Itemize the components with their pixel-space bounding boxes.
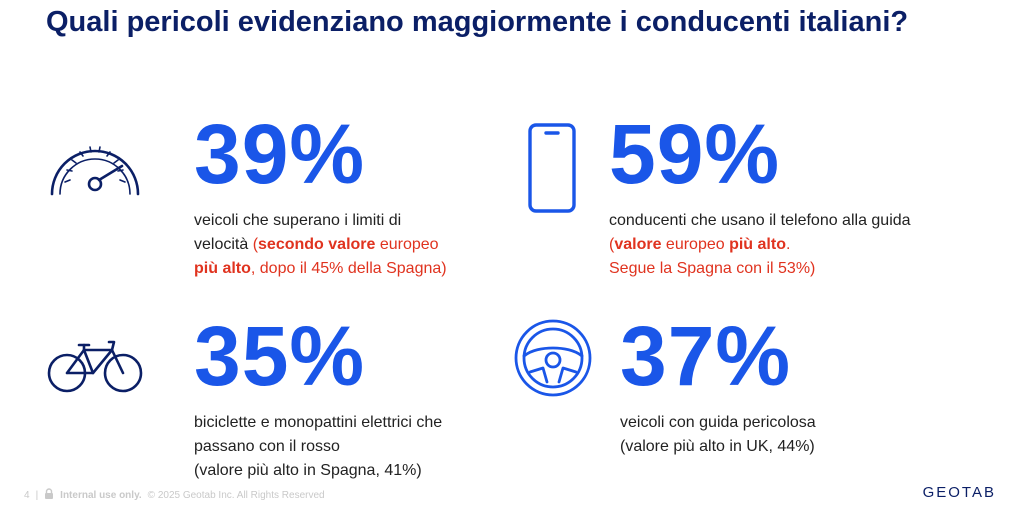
stat-description-dangerous-driving: veicoli con guida pericolosa (valore più… xyxy=(620,414,816,455)
smartphone-icon xyxy=(527,122,577,214)
internal-use-label: Internal use only. xyxy=(60,489,142,501)
stat-description-speeding: veicoli che superano i limiti di velocit… xyxy=(194,212,447,277)
bicycle-icon xyxy=(46,336,144,394)
copyright-text: © 2025 Geotab Inc. All Rights Reserved xyxy=(147,489,325,501)
steering-wheel-icon xyxy=(513,318,593,398)
stat-description-cycling: biciclette e monopattini elettrici che p… xyxy=(194,414,443,479)
page-title: Quali pericoli evidenziano maggiormente … xyxy=(46,6,909,38)
stat-description-phone: conducenti che usano il telefono alla gu… xyxy=(609,212,911,277)
speedometer-icon xyxy=(46,122,144,198)
stat-value-cycling: 35% xyxy=(194,309,366,403)
stat-value-phone: 59% xyxy=(609,107,781,201)
page-number: 4 xyxy=(24,489,30,501)
footer: 4 | Internal use only. © 2025 Geotab Inc… xyxy=(24,488,325,502)
footer-separator: | xyxy=(35,489,39,501)
lock-icon xyxy=(44,488,54,502)
stat-value-speeding: 39% xyxy=(194,107,366,201)
geotab-logo: GEOTAB xyxy=(922,484,996,501)
stat-value-dangerous-driving: 37% xyxy=(620,309,792,403)
